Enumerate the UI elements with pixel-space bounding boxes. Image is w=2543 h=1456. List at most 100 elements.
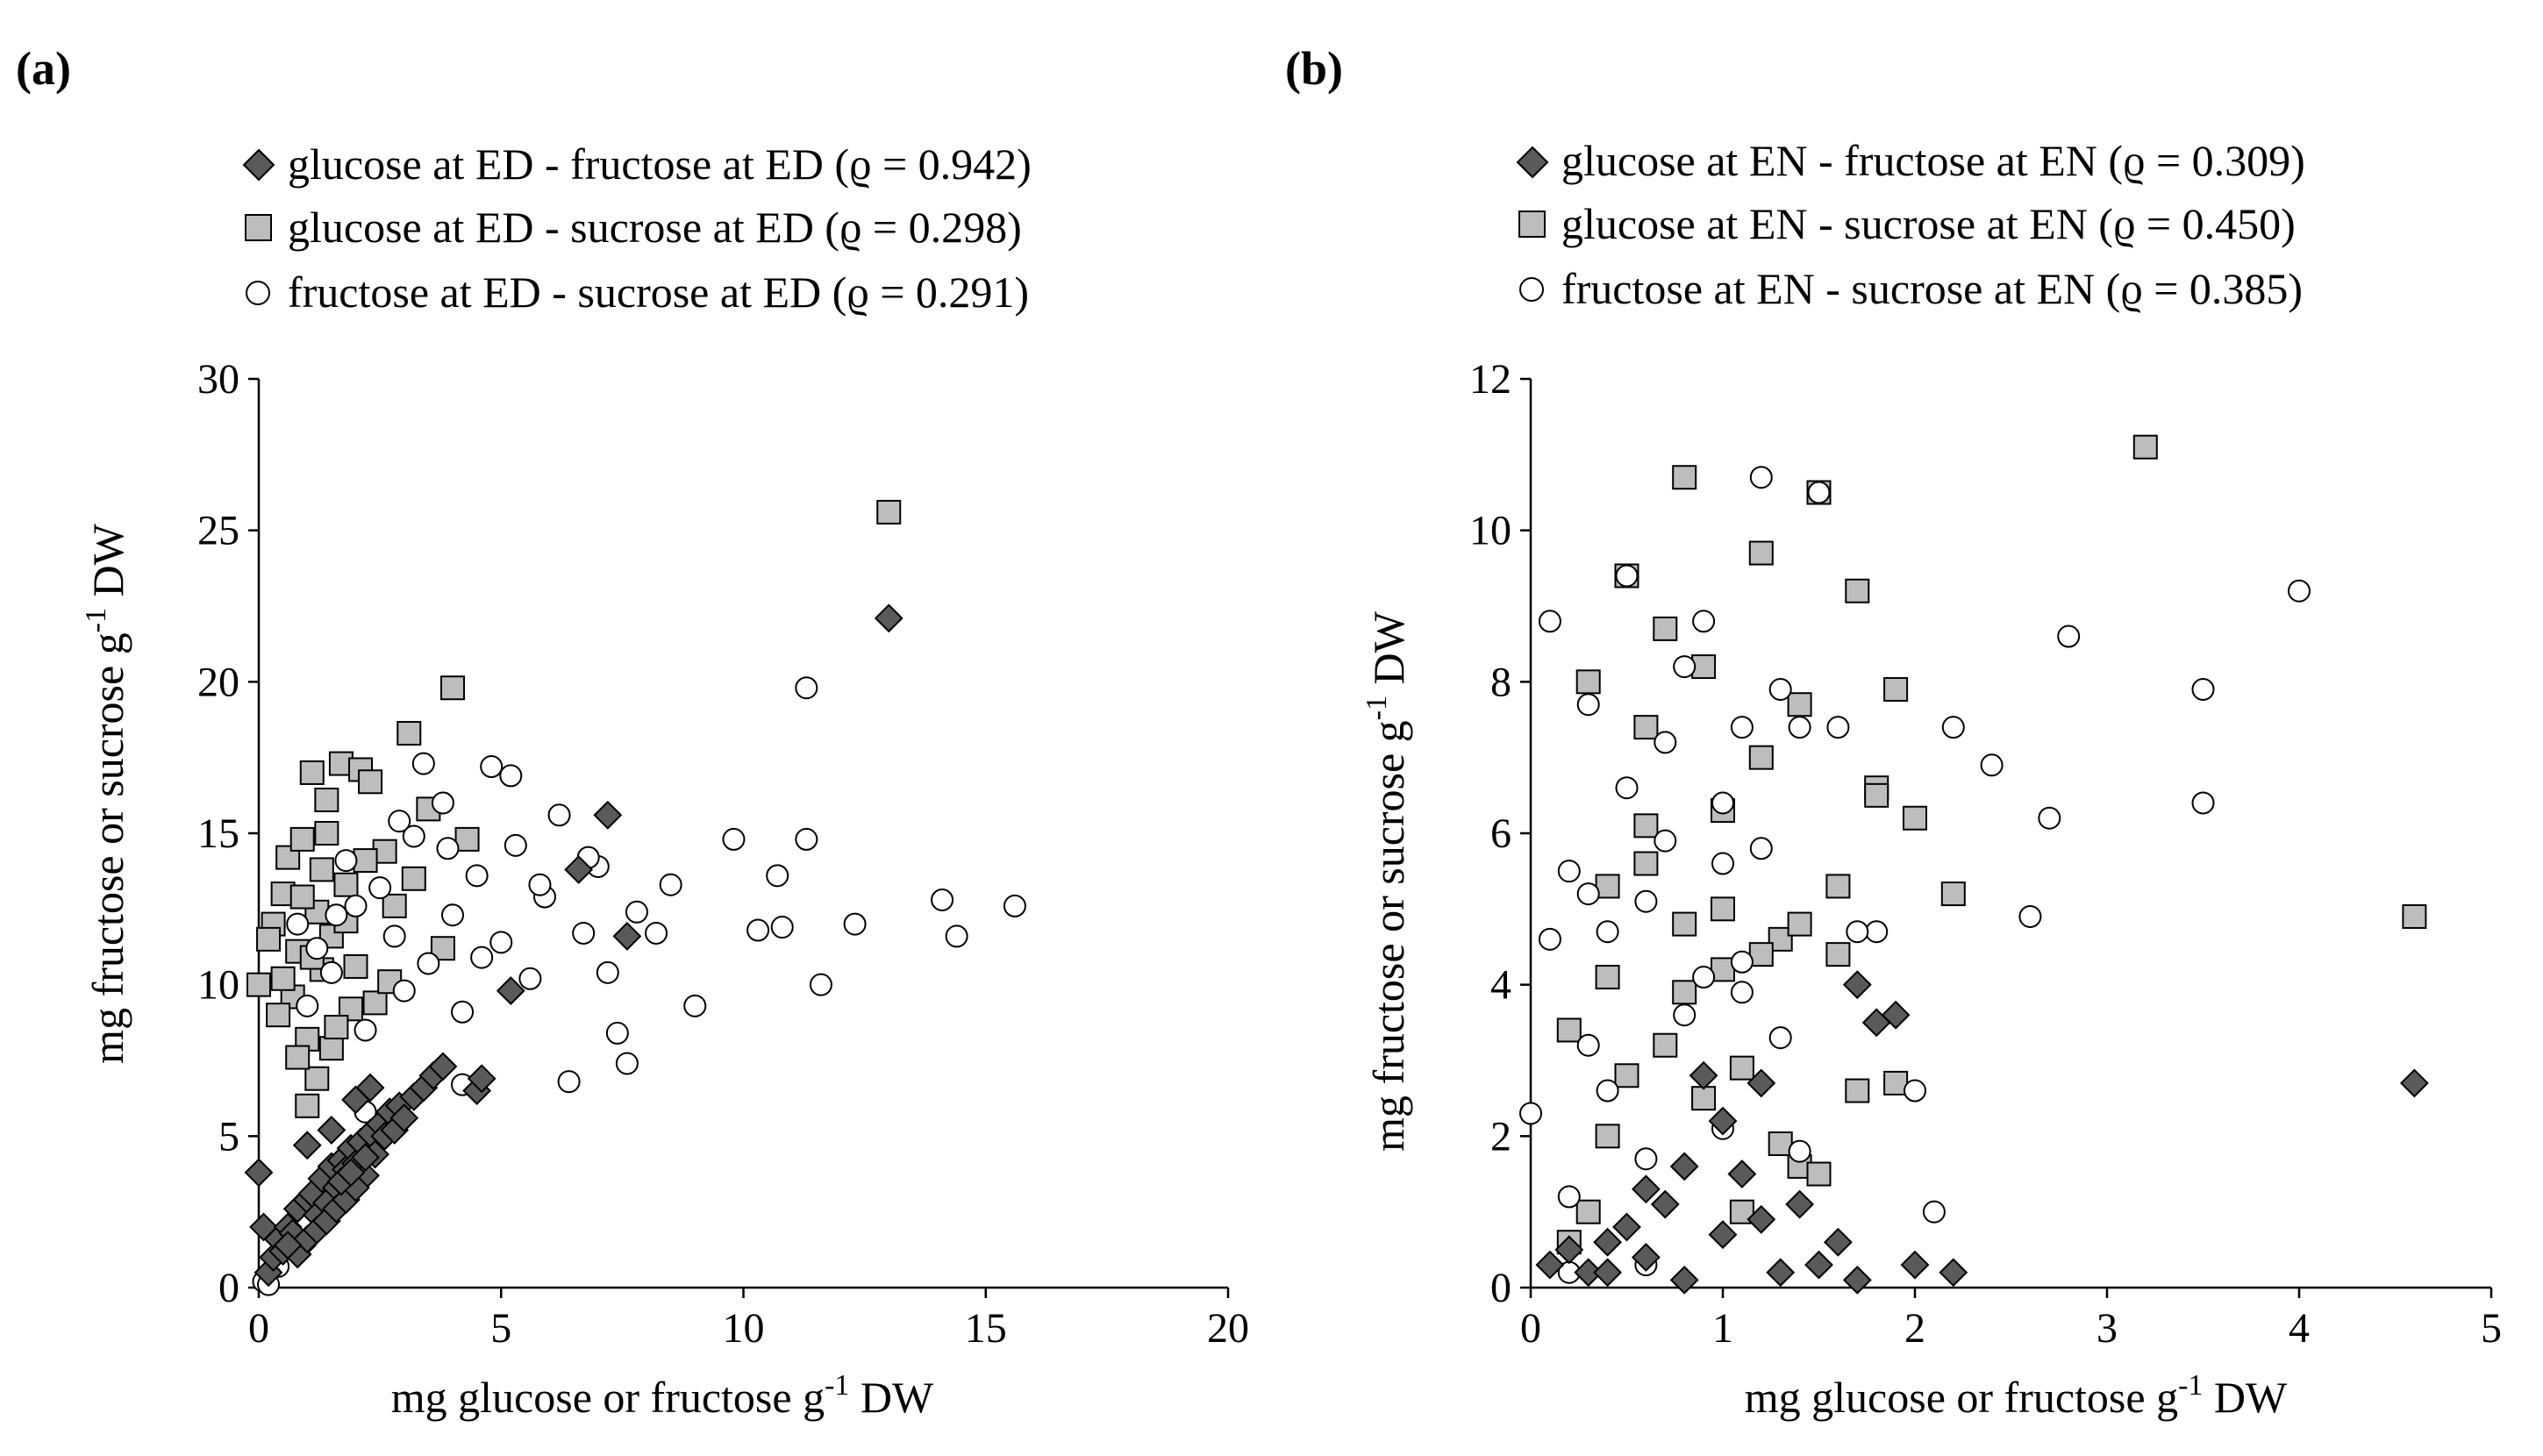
x-tick-label-a: 5	[490, 1305, 511, 1352]
data-point-square-a	[289, 884, 315, 910]
data-point-diamond-b	[1900, 1250, 1930, 1280]
data-point-circle-a	[795, 827, 818, 851]
data-point-square-b	[1768, 1131, 1793, 1156]
data-point-diamond-b	[1842, 1265, 1872, 1295]
data-point-square-b	[1633, 715, 1659, 740]
marks-b	[1519, 434, 2429, 1295]
data-point-circle-b	[1576, 882, 1600, 906]
x-axis-title-b-tail: DW	[2203, 1373, 2288, 1422]
data-point-circle-b	[1730, 950, 1754, 974]
data-point-circle-b	[2018, 904, 2042, 928]
legend-b-item-2: glucose at EN - sucrose at EN (ϱ = 0.450…	[1518, 199, 2296, 248]
data-point-square-b	[1806, 1161, 1832, 1187]
data-point-diamond-a	[292, 1131, 322, 1160]
y-tick-label-b: 12	[1469, 356, 1511, 403]
data-point-circle-a	[305, 937, 329, 960]
x-tick-label-a: 0	[248, 1305, 269, 1352]
data-point-circle-a	[645, 921, 668, 945]
panel-b-label: (b)	[1285, 42, 1343, 95]
legend-b-label-1: glucose at EN - fructose at EN (ϱ = 0.30…	[1561, 136, 2305, 185]
x-axis-title-b: mg glucose or fructose g-1 DW	[1745, 1369, 2288, 1422]
data-point-square-a	[401, 866, 426, 891]
data-point-circle-b	[1634, 889, 1658, 913]
data-point-square-b	[1729, 1055, 1754, 1081]
data-point-circle-b	[1865, 920, 1889, 944]
data-point-circle-b	[1980, 753, 2004, 777]
data-point-square-b	[1691, 1086, 1717, 1111]
data-point-circle-a	[382, 924, 406, 948]
data-point-circle-b	[2057, 625, 2081, 648]
data-point-square-b	[1633, 851, 1659, 876]
data-point-square-a	[304, 1066, 330, 1091]
data-point-square-b	[1575, 1199, 1601, 1224]
data-point-circle-a	[499, 764, 523, 788]
data-point-square-b	[1787, 911, 1812, 937]
legend-a-item-1: glucose at ED - fructose at ED (ϱ = 0.94…	[242, 139, 1032, 189]
data-point-circle-a	[344, 894, 368, 917]
data-point-circle-b	[1788, 1139, 1811, 1163]
data-point-diamond-b	[1766, 1258, 1796, 1288]
data-point-diamond-b	[1708, 1106, 1738, 1136]
data-point-circle-a	[402, 824, 425, 848]
panel-a: (a) glucose at ED - fructose at ED (ϱ = …	[16, 42, 1249, 1422]
data-point-diamond-b	[1631, 1243, 1661, 1272]
legend-b-item-1: glucose at EN - fructose at EN (ϱ = 0.30…	[1516, 136, 2305, 185]
legend-b-item-3: fructose at EN - sucrose at EN (ϱ = 0.38…	[1519, 264, 2303, 313]
data-point-square-b	[1595, 1124, 1620, 1149]
data-point-diamond-b	[1727, 1160, 1757, 1188]
data-point-diamond-b	[1747, 1068, 1776, 1098]
data-point-circle-a	[605, 1021, 629, 1045]
data-point-square-b	[1711, 957, 1735, 982]
data-point-circle-b	[1654, 731, 1677, 754]
x-tick-label-a: 10	[723, 1305, 765, 1352]
x-tick-label-a: 20	[1207, 1305, 1249, 1352]
data-point-circle-b	[1538, 927, 1561, 951]
data-point-square-b	[1748, 745, 1774, 770]
data-point-circle-a	[325, 903, 348, 927]
data-point-square-a	[256, 926, 282, 952]
data-point-circle-b	[2191, 677, 2215, 701]
data-point-square-a	[382, 893, 407, 918]
data-point-circle-b	[1807, 481, 1831, 504]
x-tick-label-b: 0	[1520, 1305, 1541, 1352]
data-point-circle-a	[388, 810, 411, 833]
data-point-circle-b	[1749, 837, 1773, 860]
data-point-circle-b	[1596, 920, 1619, 944]
data-point-diamond-a	[317, 1116, 346, 1145]
data-point-square-a	[876, 499, 902, 525]
y-tick-label-b: 2	[1490, 1113, 1511, 1160]
data-point-circle-b	[1673, 1003, 1697, 1027]
data-point-diamond-b	[1823, 1227, 1853, 1257]
data-point-circle-b	[1634, 1147, 1658, 1171]
data-point-square-a	[309, 857, 334, 882]
data-point-circle-b	[2288, 579, 2311, 603]
data-point-diamond-a	[428, 1052, 458, 1081]
y-tick-label-a: 25	[197, 508, 239, 554]
data-point-square-a	[440, 675, 465, 701]
legend-a: glucose at ED - fructose at ED (ϱ = 0.94…	[242, 139, 1032, 317]
data-point-circle-b	[1576, 693, 1600, 717]
data-point-circle-b	[1730, 981, 1754, 1004]
data-point-square-a	[396, 721, 422, 746]
x-axis-title-b-main: mg glucose or fructose g	[1745, 1373, 2178, 1422]
data-point-circle-b	[1788, 716, 1811, 739]
data-point-circle-a	[489, 931, 513, 954]
y-axis-title-b-main: mg fructose or sucrose g	[1364, 720, 1413, 1152]
data-point-square-b	[1614, 1063, 1639, 1088]
data-point-diamond-b	[1669, 1265, 1699, 1295]
data-point-diamond-a	[593, 800, 623, 830]
y-tick-label-b: 10	[1469, 508, 1511, 554]
legend-a-label-1: glucose at ED - fructose at ED (ϱ = 0.94…	[288, 139, 1032, 189]
data-point-circle-b	[1941, 716, 1965, 739]
data-point-square-b	[1845, 578, 1870, 603]
legend-b: glucose at EN - fructose at EN (ϱ = 0.30…	[1516, 136, 2305, 313]
x-axis-title-b-sup: -1	[2178, 1369, 2203, 1402]
data-point-square-a	[314, 821, 339, 846]
data-point-diamond-a	[273, 1231, 303, 1260]
data-point-square-b	[1711, 896, 1735, 922]
y-tick-label-b: 8	[1490, 659, 1511, 705]
x-tick-label-b: 1	[1712, 1305, 1733, 1352]
data-point-diamond-a	[389, 1103, 419, 1133]
data-point-square-a	[285, 1045, 311, 1070]
